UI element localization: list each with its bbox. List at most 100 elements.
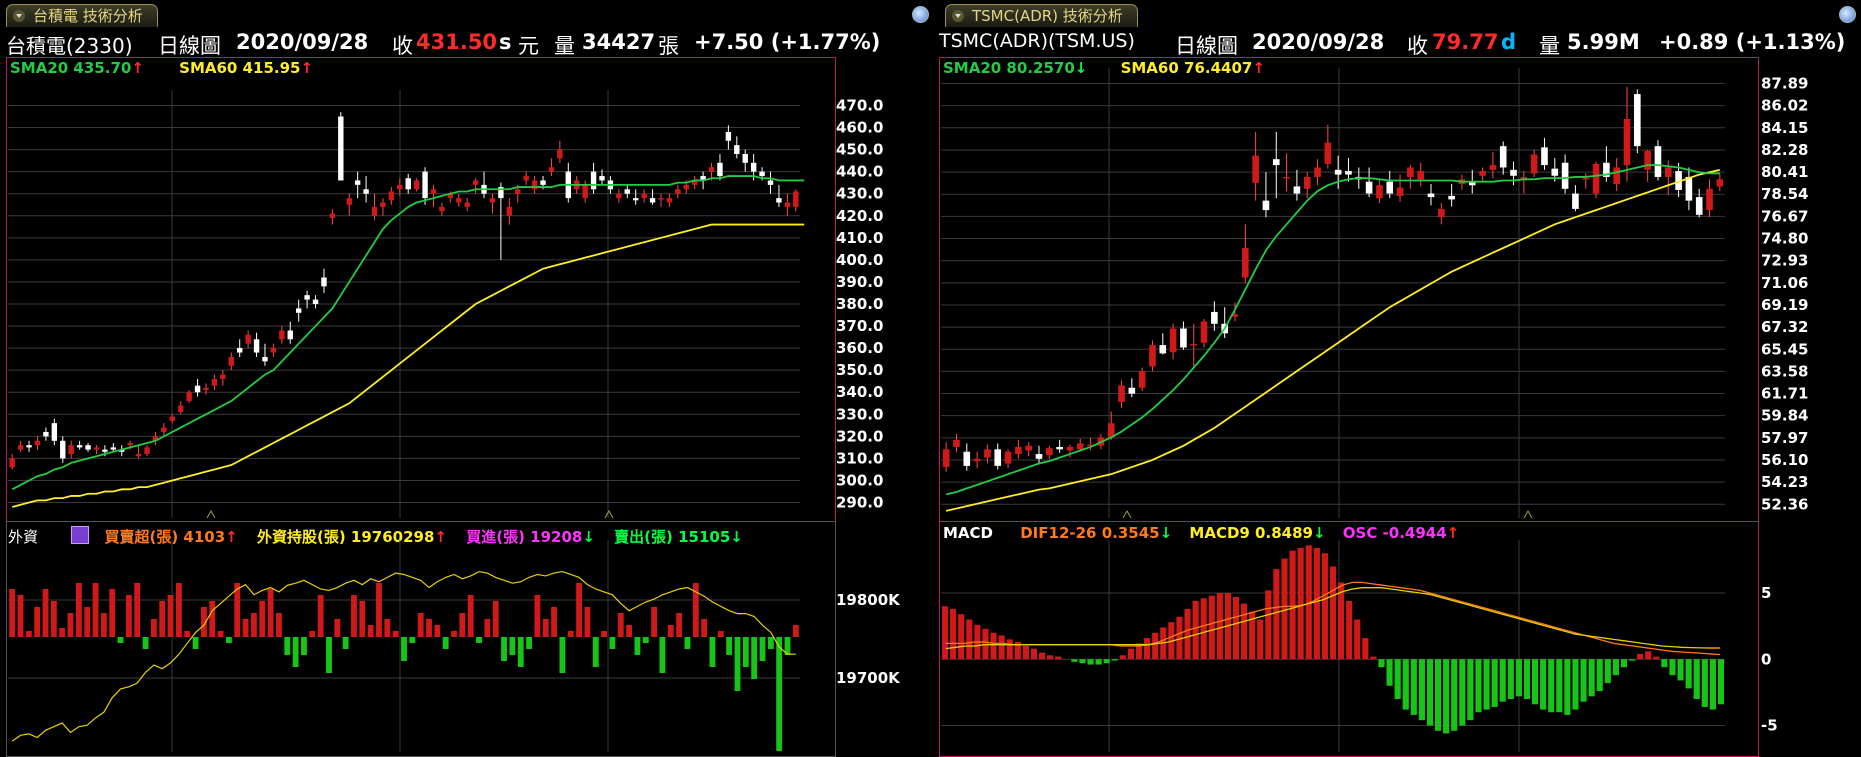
left-net-buy-bar (592, 637, 599, 667)
left-price-candle-body (464, 202, 470, 207)
left-net-buy-bar (309, 631, 316, 637)
left-net-buy-bar (609, 637, 616, 649)
right-osc-bar (1144, 638, 1151, 660)
right-osc-bar (1127, 648, 1135, 660)
left-net-buy-bar (442, 637, 449, 649)
left-price-candle-body (506, 206, 513, 216)
right-sma-legend: SMA20 80.2570↓ SMA60 76.4407↑ (943, 59, 1265, 77)
right-price-candle-body (1561, 162, 1569, 189)
left-net-buy-bar (301, 637, 307, 655)
left-price-candle-body (85, 445, 91, 450)
net-up-arrow-icon: ↑ (225, 528, 238, 546)
right-osc-bar (1548, 659, 1555, 713)
right-price-candle-body (1489, 165, 1497, 170)
right-osc-bar (990, 632, 997, 660)
left-price-candle-body (338, 116, 344, 181)
left-net-buy-bar (659, 637, 666, 673)
right-osc-bar (1014, 642, 1021, 660)
right-price-candle-body (1159, 345, 1167, 354)
right-osc-bar (1297, 547, 1304, 660)
right-price-y-tick-label: 67.32 (1761, 318, 1808, 336)
left-net-buy-bar (767, 637, 774, 649)
left-price-candle-body (548, 167, 555, 172)
right-price-candle-body (1293, 186, 1301, 194)
right-osc-bar (1152, 632, 1159, 660)
right-price-candle-body (1417, 171, 1424, 180)
right-price-candle-body (1200, 321, 1208, 343)
tab-dropdown-icon[interactable] (13, 10, 25, 22)
left-price-y-tick-label: 380.0 (836, 295, 883, 313)
right-price-candle-body (1664, 167, 1672, 177)
left-net-buy-bar (551, 607, 557, 637)
osc-up-arrow-icon: ↑ (1446, 524, 1460, 542)
right-price-event-marker-icon (1523, 509, 1533, 519)
right-price-candle-body (1190, 343, 1198, 346)
left-price-candle-body (767, 180, 774, 185)
quote-date: 2020/09/28 (236, 30, 369, 54)
left-price-candle-body (211, 379, 218, 386)
zoom-icon[interactable] (912, 6, 929, 23)
list-icon[interactable] (71, 526, 90, 544)
right-price-candle-body (1675, 171, 1682, 190)
right-osc-bar (1241, 603, 1248, 660)
left-tab[interactable]: 台積電 技術分析 (6, 4, 158, 27)
left-price-y-tick-label: 430.0 (836, 185, 883, 203)
left-net-buy-bar (259, 601, 266, 637)
left-net-buy-bar (50, 601, 57, 637)
right-price-candle-body (1644, 150, 1651, 170)
zoom-icon[interactable] (1839, 6, 1856, 23)
stock-name: 台積電(2330) (6, 34, 133, 58)
left-net-buy-bar (509, 637, 516, 655)
right-price-candle-body (1334, 169, 1342, 175)
left-net-buy-bar (676, 613, 683, 637)
left-price-candle-body (700, 176, 706, 181)
left-price-candle-body (51, 423, 58, 441)
right-osc-bar (1556, 659, 1563, 713)
right-osc-bar (1370, 656, 1377, 660)
macd9-label: MACD9 0.8489 (1189, 524, 1313, 542)
tab-dropdown-icon[interactable] (952, 10, 964, 22)
right-price-candle-body (1572, 193, 1579, 209)
right-macd-y-tick-label: 5 (1761, 584, 1771, 602)
period-label: 日線圖 (158, 34, 221, 58)
left-net-buy-bar (376, 583, 382, 637)
right-osc-bar (1588, 659, 1595, 697)
left-price-candle-body (666, 198, 673, 203)
sma20-up-arrow-icon: ↑ (131, 59, 144, 77)
left-price-candle-body (220, 374, 226, 380)
left-price-y-tick-label: 310.0 (836, 449, 883, 467)
right-tab[interactable]: TSMC(ADR) 技術分析 (945, 4, 1138, 27)
left-price-candle-body (321, 277, 327, 287)
right-osc-bar (1006, 639, 1013, 660)
left-net-buy-bar (484, 619, 491, 637)
right-price-candle-body (1468, 181, 1476, 186)
right-price-candle-body (1128, 387, 1136, 394)
volume-value: 34427 (582, 30, 656, 54)
close-price: 431.50 (416, 30, 498, 54)
sma20-label: SMA20 435.70 (10, 59, 132, 77)
left-price-candle-body (582, 184, 588, 199)
volume-label: 量 (554, 34, 575, 58)
left-price-candle-body (540, 180, 546, 185)
right-price-candle-body (1107, 423, 1115, 438)
right-osc-bar (1637, 653, 1644, 660)
right-osc-bar (950, 608, 957, 660)
left-chart-svg: 290.0 300.0 310.0 320.0 330.0 340.0 350.0 360.0… (8, 90, 901, 752)
right-macd-y-tick-label: -5 (1761, 717, 1778, 735)
right-osc-bar (1362, 638, 1369, 660)
right-osc-bar (1628, 659, 1636, 661)
right-osc-bar (998, 635, 1005, 660)
right-price-candle-body (1149, 345, 1156, 367)
left-net-buy-bar (351, 595, 357, 637)
right-osc-bar (941, 606, 949, 660)
left-price-candle-body (725, 131, 732, 141)
left-price-candle-body (178, 405, 184, 413)
left-price-candle-body (228, 356, 234, 366)
left-price-sma60-line (11, 223, 805, 508)
right-price-candle-body (1066, 446, 1074, 451)
left-price-candle-body (472, 180, 479, 185)
left-price-candle-body (489, 198, 496, 203)
left-net-buy-bar (567, 631, 574, 637)
left-price-candle-body (750, 162, 757, 172)
sma20-label: SMA20 80.2570 (943, 59, 1075, 77)
